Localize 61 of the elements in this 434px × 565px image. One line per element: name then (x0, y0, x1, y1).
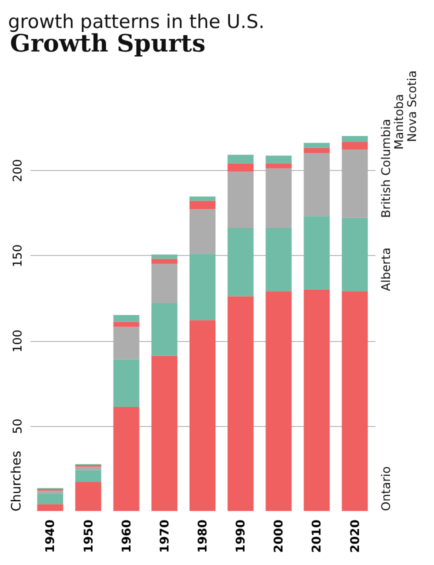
y-tick-label: 200 (10, 159, 24, 182)
bar (342, 291, 368, 511)
text: Alberta (379, 248, 393, 292)
bar (266, 291, 292, 511)
y-tick-label: 100 (10, 330, 24, 352)
bar (304, 289, 330, 511)
x-tick-label: 2000 (272, 520, 286, 553)
x-tick-label: 2020 (348, 520, 362, 553)
bar (75, 470, 102, 482)
bar (113, 314, 140, 322)
bar (113, 326, 140, 360)
bar (75, 482, 102, 511)
x-tick-label: 2010 (310, 520, 324, 553)
bar (342, 150, 368, 218)
bar (342, 142, 368, 150)
y-tick-label: 50 (10, 418, 24, 434)
bar (190, 200, 216, 210)
bar (190, 209, 216, 254)
bar (151, 356, 178, 511)
bar (113, 359, 140, 408)
bar (342, 136, 368, 142)
x-tick-label: 1940 (43, 520, 58, 553)
bar (75, 466, 102, 470)
bar (228, 228, 254, 296)
text: Ontario (379, 466, 393, 511)
bar (304, 142, 330, 148)
x-tick-label: 1980 (196, 520, 210, 553)
bar (37, 504, 64, 511)
bar (342, 218, 368, 292)
x-tick-label: 1990 (234, 520, 248, 553)
x-tick-label: 1970 (157, 520, 172, 553)
y-axis-title: Churches (10, 450, 24, 512)
bar (151, 254, 178, 259)
bar (266, 156, 292, 164)
bar (304, 216, 330, 290)
text: growth patterns in the U.S. (8, 11, 265, 33)
bar (228, 172, 254, 228)
bar (228, 154, 254, 164)
bar (304, 153, 330, 216)
bar (190, 320, 216, 511)
text: British Columbia (379, 118, 393, 218)
bar (37, 494, 64, 504)
bar (113, 322, 140, 327)
bar (228, 163, 254, 172)
bar (151, 264, 178, 304)
bar (190, 254, 216, 320)
bar (151, 258, 178, 264)
bar (190, 196, 216, 201)
bar (266, 168, 292, 228)
text: Manitoba (392, 94, 406, 150)
bar (266, 163, 292, 168)
bar (113, 407, 140, 511)
bar (304, 148, 330, 154)
bar (151, 303, 178, 356)
x-tick-label: 1960 (119, 520, 134, 553)
bar (266, 228, 292, 292)
x-tick-label: 1950 (81, 520, 96, 553)
text: Nova Scotia (405, 70, 419, 142)
bar (228, 296, 254, 511)
y-tick-label: 150 (10, 244, 24, 268)
bar (37, 490, 64, 494)
